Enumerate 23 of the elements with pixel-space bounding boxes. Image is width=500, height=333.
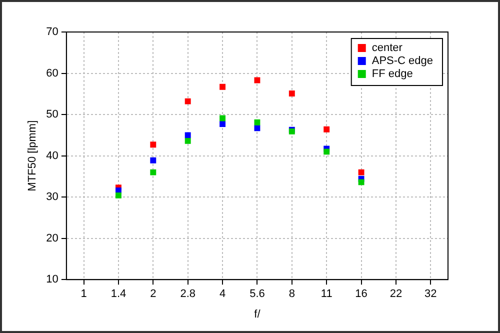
y-tick-label: 60 bbox=[46, 67, 58, 80]
y-tick-label: 30 bbox=[46, 191, 58, 204]
x-axis-title: f/ bbox=[254, 308, 262, 320]
x-tick-label: 4 bbox=[219, 288, 226, 300]
x-tick-label: 8 bbox=[288, 288, 295, 300]
legend-label: center bbox=[372, 42, 403, 54]
x-tick-label: 16 bbox=[355, 288, 368, 300]
legend-label: FF edge bbox=[372, 68, 413, 80]
y-tick-label: 20 bbox=[46, 232, 58, 244]
x-tick-label: 1.4 bbox=[110, 288, 126, 300]
y-tick-label: 10 bbox=[46, 274, 58, 286]
x-tick-label: 2 bbox=[150, 288, 156, 300]
x-tick-label: 2.8 bbox=[180, 288, 196, 300]
x-tick-label: 32 bbox=[424, 288, 437, 300]
x-tick-label: 22 bbox=[390, 288, 402, 300]
y-axis-title: MTF50 [lpmm] bbox=[26, 120, 39, 192]
y-tick-label: 70 bbox=[46, 26, 58, 38]
y-tick-label: 50 bbox=[46, 108, 58, 121]
x-tick-label: 1 bbox=[80, 288, 87, 300]
legend-label: APS-C edge bbox=[372, 55, 434, 68]
y-tick-label: 40 bbox=[46, 150, 58, 162]
x-tick-label: 11 bbox=[320, 288, 332, 300]
x-tick-label: 5.6 bbox=[250, 288, 265, 300]
